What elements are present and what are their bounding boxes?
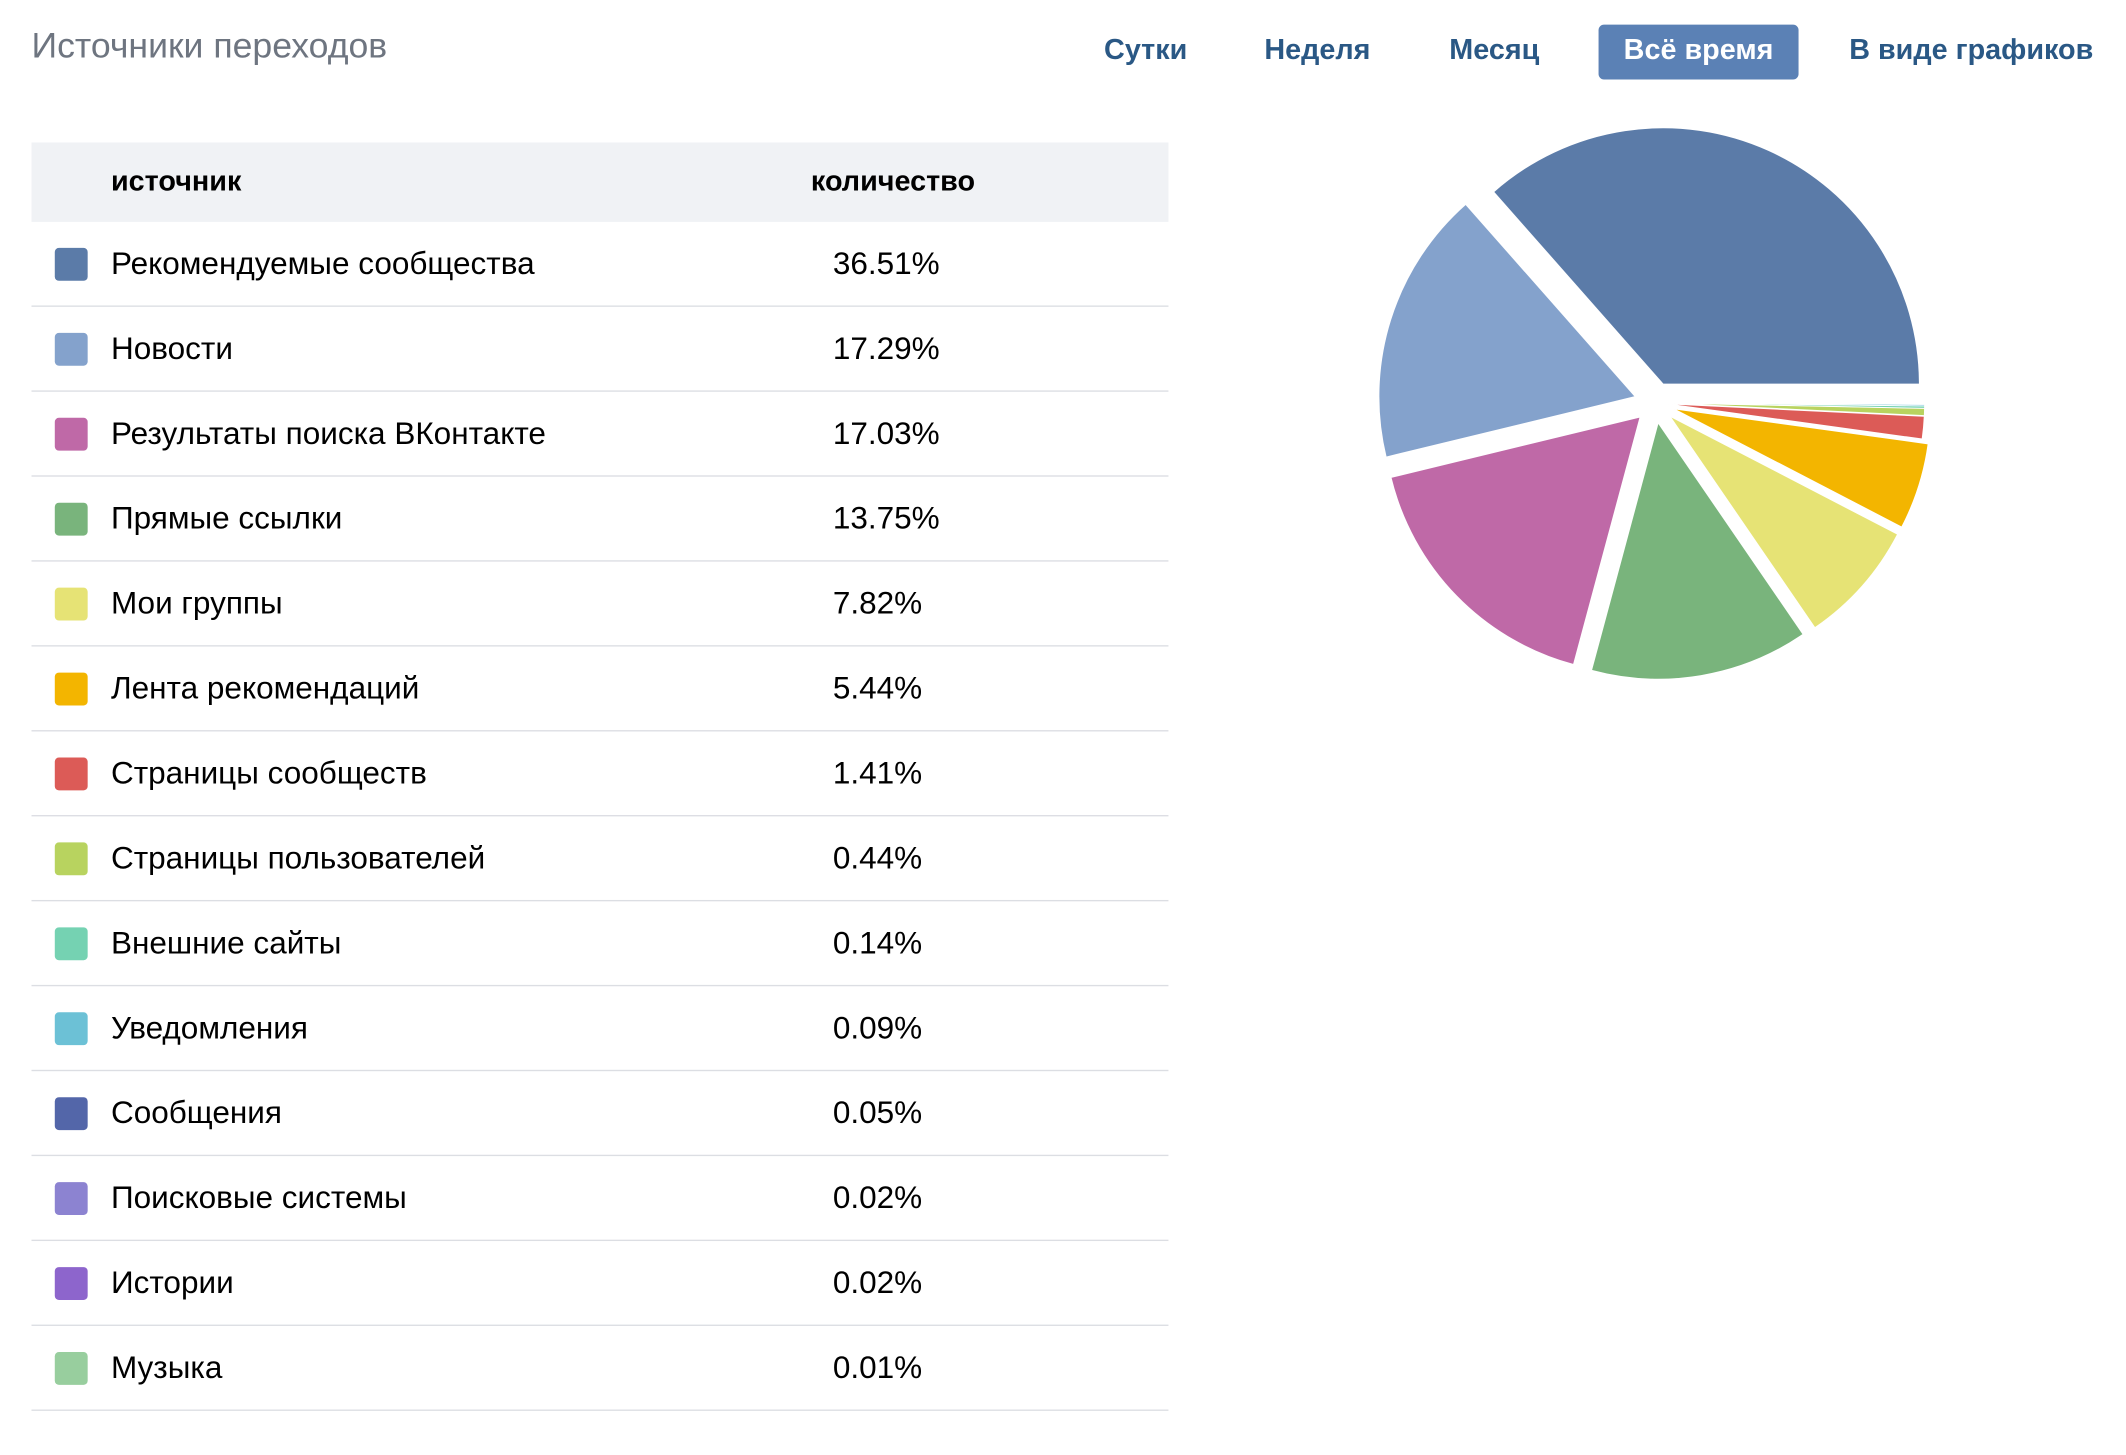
color-swatch: [55, 757, 88, 790]
color-swatch: [55, 333, 88, 366]
color-swatch: [55, 1352, 88, 1385]
table-header: источник количество: [32, 142, 1169, 221]
table-row: Прямые ссылки 13.75%: [32, 477, 1169, 562]
source-label: Страницы пользователей: [111, 816, 485, 900]
color-swatch: [55, 588, 88, 621]
source-label: Внешние сайты: [111, 901, 341, 985]
column-header-count: количество: [811, 142, 975, 221]
tab-graph-view[interactable]: В виде графиков: [1849, 25, 2093, 80]
source-label: Мои группы: [111, 562, 283, 646]
source-label: Уведомления: [111, 986, 308, 1070]
source-value: 5.44%: [833, 647, 922, 731]
table-body: Рекомендуемые сообщества 36.51% Новости 17.…: [32, 222, 1169, 1411]
source-value: 0.05%: [833, 1071, 922, 1155]
table-row: Сообщения 0.05%: [32, 1071, 1169, 1156]
tab-all-time[interactable]: Всё время: [1599, 25, 1799, 80]
pie-chart: [1315, 110, 2000, 754]
source-value: 13.75%: [833, 477, 940, 561]
table-row: Музыка 0.01%: [32, 1326, 1169, 1411]
source-label: Рекомендуемые сообщества: [111, 222, 535, 306]
table-row: Внешние сайты 0.14%: [32, 901, 1169, 986]
tab-day[interactable]: Сутки: [1104, 25, 1187, 80]
source-value: 0.02%: [833, 1156, 922, 1240]
source-label: Поисковые системы: [111, 1156, 407, 1240]
pie-slice[interactable]: [1391, 417, 1640, 664]
source-label: Прямые ссылки: [111, 477, 342, 561]
source-value: 0.01%: [833, 1326, 922, 1410]
color-swatch: [55, 503, 88, 536]
source-value: 17.29%: [833, 307, 940, 391]
tab-month[interactable]: Месяц: [1449, 25, 1539, 80]
color-swatch: [55, 248, 88, 281]
color-swatch: [55, 1097, 88, 1130]
color-swatch: [55, 842, 88, 875]
source-label: Лента рекомендаций: [111, 647, 419, 731]
source-value: 0.09%: [833, 986, 922, 1070]
table-row: Страницы сообществ 1.41%: [32, 731, 1169, 816]
table-row: Страницы пользователей 0.44%: [32, 816, 1169, 901]
color-swatch: [55, 418, 88, 451]
color-swatch: [55, 673, 88, 706]
color-swatch: [55, 927, 88, 960]
page-title: Источники переходов: [32, 25, 388, 67]
source-label: Сообщения: [111, 1071, 282, 1155]
source-value: 36.51%: [833, 222, 940, 306]
source-label: Музыка: [111, 1326, 222, 1410]
source-value: 0.14%: [833, 901, 922, 985]
table-row: Истории 0.02%: [32, 1241, 1169, 1326]
table-row: Лента рекомендаций 5.44%: [32, 647, 1169, 732]
source-value: 7.82%: [833, 562, 922, 646]
color-swatch: [55, 1182, 88, 1215]
source-value: 1.41%: [833, 731, 922, 815]
source-label: Истории: [111, 1241, 234, 1325]
source-value: 17.03%: [833, 392, 940, 476]
table-row: Мои группы 7.82%: [32, 562, 1169, 647]
source-label: Новости: [111, 307, 233, 391]
sources-table: источник количество Рекомендуемые сообще…: [32, 142, 1169, 1410]
table-row: Рекомендуемые сообщества 36.51%: [32, 222, 1169, 307]
color-swatch: [55, 1267, 88, 1300]
table-row: Новости 17.29%: [32, 307, 1169, 392]
table-row: Уведомления 0.09%: [32, 986, 1169, 1071]
tab-week[interactable]: Неделя: [1264, 25, 1370, 80]
column-header-source: источник: [111, 142, 241, 221]
table-row: Поисковые системы 0.02%: [32, 1156, 1169, 1241]
source-value: 0.02%: [833, 1241, 922, 1325]
source-value: 0.44%: [833, 816, 922, 900]
table-row: Результаты поиска ВКонтакте 17.03%: [32, 392, 1169, 477]
source-label: Результаты поиска ВКонтакте: [111, 392, 546, 476]
color-swatch: [55, 1012, 88, 1045]
source-label: Страницы сообществ: [111, 731, 427, 815]
